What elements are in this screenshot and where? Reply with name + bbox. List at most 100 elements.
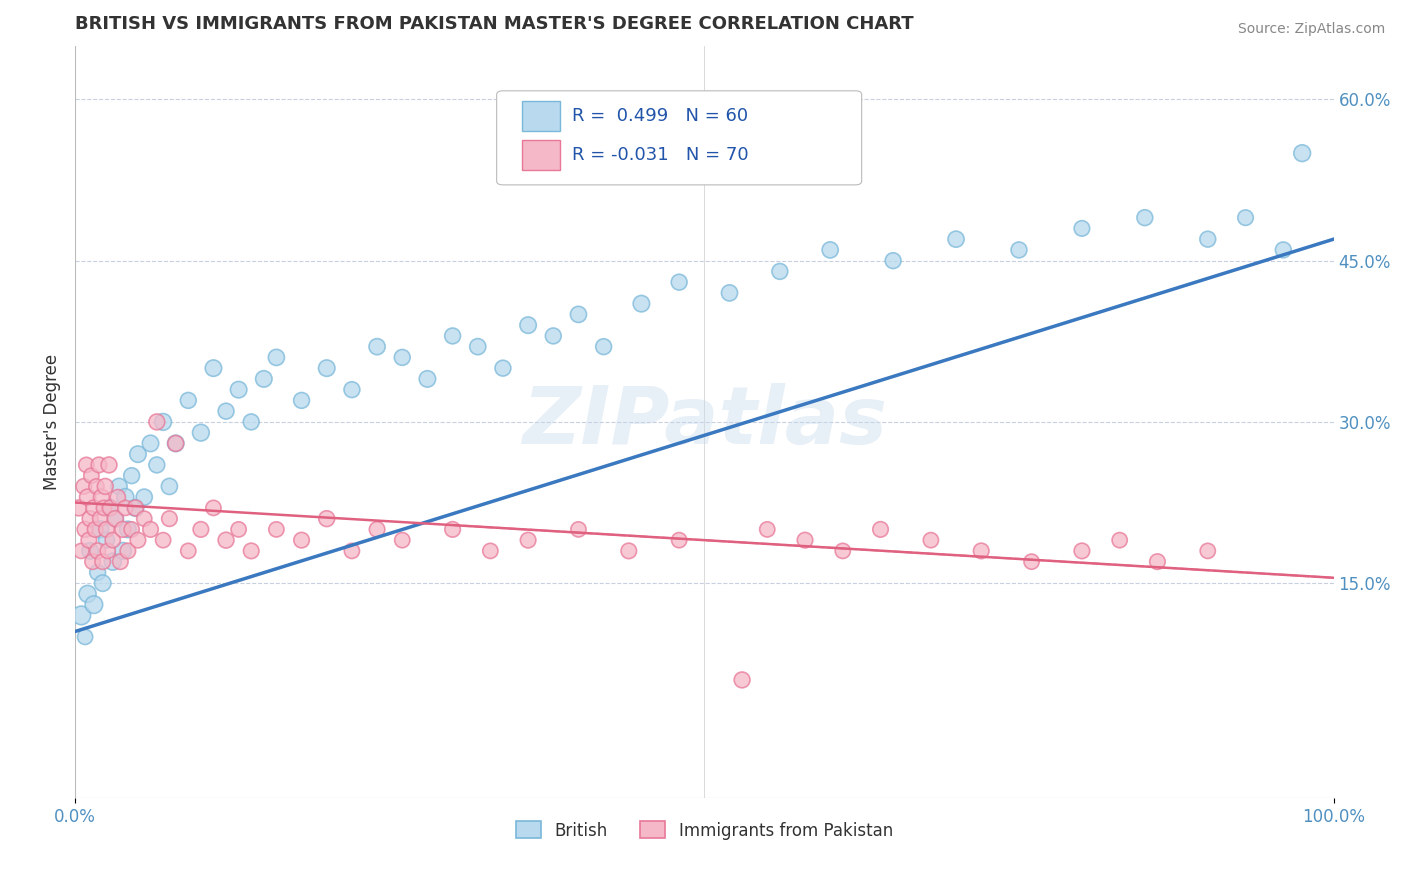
Point — [202, 500, 225, 515]
Point — [96, 522, 118, 536]
Point — [340, 383, 363, 397]
Point — [70, 608, 93, 623]
Point — [970, 544, 993, 558]
Point — [1197, 544, 1219, 558]
Text: BRITISH VS IMMIGRANTS FROM PAKISTAN MASTER'S DEGREE CORRELATION CHART: BRITISH VS IMMIGRANTS FROM PAKISTAN MAST… — [75, 15, 914, 33]
Point — [94, 479, 117, 493]
Point — [86, 544, 108, 558]
Point — [101, 555, 124, 569]
Point — [157, 479, 180, 493]
Point — [228, 383, 250, 397]
Point — [134, 490, 156, 504]
Y-axis label: Master's Degree: Master's Degree — [44, 354, 60, 490]
Point — [1133, 211, 1156, 225]
Point — [831, 544, 853, 558]
Point — [70, 544, 93, 558]
Point — [1272, 243, 1295, 257]
Point — [114, 500, 136, 515]
Point — [75, 630, 97, 644]
Point — [83, 598, 105, 612]
Point — [117, 522, 139, 536]
Text: ZIPatlas: ZIPatlas — [522, 383, 887, 461]
Point — [124, 500, 146, 515]
Point — [111, 544, 134, 558]
Point — [77, 533, 100, 548]
Bar — [522, 140, 560, 169]
Point — [731, 673, 754, 687]
Point — [76, 490, 98, 504]
Point — [492, 361, 515, 376]
Point — [479, 544, 502, 558]
Point — [756, 522, 779, 536]
Text: R = -0.031   N = 70: R = -0.031 N = 70 — [572, 145, 749, 164]
Point — [89, 522, 111, 536]
Point — [139, 436, 162, 450]
Point — [111, 522, 134, 536]
Point — [215, 533, 238, 548]
Point — [91, 576, 114, 591]
Point — [543, 329, 565, 343]
FancyBboxPatch shape — [496, 91, 862, 185]
Point — [882, 253, 904, 268]
Point — [96, 533, 118, 548]
Point — [124, 500, 146, 515]
Point — [190, 425, 212, 440]
Point — [165, 436, 187, 450]
Point — [110, 555, 132, 569]
Point — [89, 511, 111, 525]
Point — [253, 372, 276, 386]
Text: Source: ZipAtlas.com: Source: ZipAtlas.com — [1237, 22, 1385, 37]
Point — [121, 468, 143, 483]
Text: R =  0.499   N = 60: R = 0.499 N = 60 — [572, 107, 748, 125]
Point — [630, 296, 652, 310]
Point — [1146, 555, 1168, 569]
Point — [86, 479, 108, 493]
Point — [240, 544, 263, 558]
Point — [87, 458, 110, 472]
Point — [416, 372, 439, 386]
Point — [668, 275, 690, 289]
Point — [1070, 221, 1092, 235]
Point — [117, 544, 139, 558]
Point — [718, 285, 741, 300]
Point — [97, 544, 120, 558]
Legend: British, Immigrants from Pakistan: British, Immigrants from Pakistan — [509, 814, 900, 847]
Point — [177, 544, 200, 558]
Point — [467, 340, 489, 354]
Point — [228, 522, 250, 536]
Point — [127, 447, 149, 461]
Point — [290, 533, 312, 548]
Point — [391, 351, 413, 365]
Point — [104, 511, 127, 525]
Point — [80, 468, 103, 483]
Point — [90, 490, 112, 504]
Point — [290, 393, 312, 408]
Point — [266, 351, 288, 365]
Point — [617, 544, 640, 558]
Point — [1197, 232, 1219, 246]
Point — [146, 415, 169, 429]
Point — [84, 522, 107, 536]
Point — [114, 490, 136, 504]
Point — [1008, 243, 1031, 257]
Point — [98, 500, 121, 515]
Point — [165, 436, 187, 450]
Point — [75, 458, 97, 472]
Point — [266, 522, 288, 536]
Point — [1291, 146, 1313, 161]
Point — [441, 522, 464, 536]
Point — [202, 361, 225, 376]
Point — [441, 329, 464, 343]
Point — [108, 479, 131, 493]
Point — [366, 522, 388, 536]
Point — [1021, 555, 1043, 569]
Point — [146, 458, 169, 472]
Point — [818, 243, 841, 257]
Point — [98, 500, 121, 515]
Point — [177, 393, 200, 408]
Point — [869, 522, 891, 536]
Point — [1234, 211, 1257, 225]
Point — [190, 522, 212, 536]
Point — [127, 533, 149, 548]
Point — [157, 511, 180, 525]
